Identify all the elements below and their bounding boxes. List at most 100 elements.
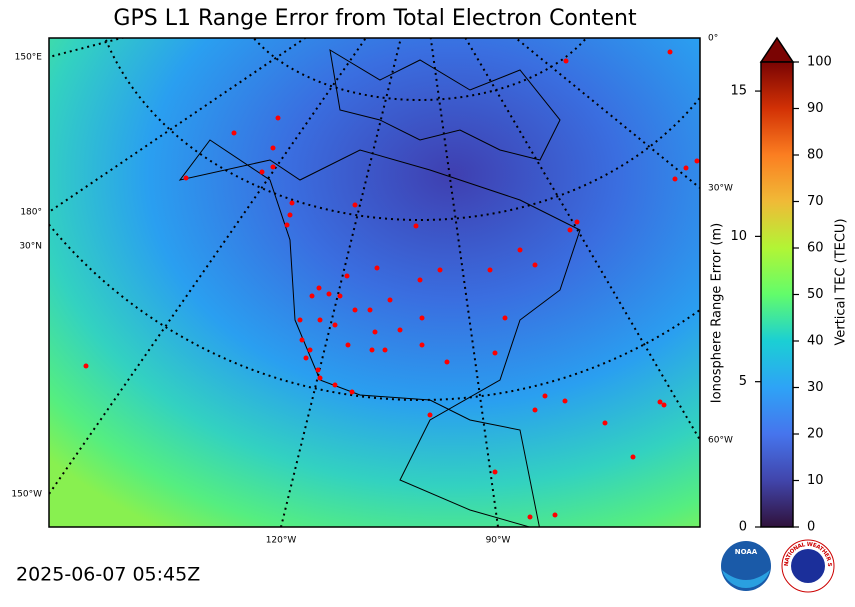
station [602, 420, 608, 426]
graticule-label: 150°E [15, 53, 43, 63]
station [527, 514, 533, 520]
graticule-label: 150°W [11, 490, 42, 500]
noaa-text: NOAA [735, 548, 758, 556]
station [562, 398, 568, 404]
station [309, 293, 315, 299]
station [397, 327, 403, 333]
colorbar-tick-label: 30 [807, 380, 824, 395]
station [630, 454, 636, 460]
map-frame [48, 37, 701, 528]
station [316, 285, 322, 291]
colorbar-tick-label: 90 [807, 101, 824, 116]
station [369, 347, 375, 353]
station [694, 158, 700, 164]
station [417, 277, 423, 283]
station [419, 342, 425, 348]
range-axis-label: Ionosphere Range Error (m) [710, 223, 725, 403]
colorbar-tick-label: 40 [807, 334, 824, 349]
station [542, 393, 548, 399]
station [287, 212, 293, 218]
station [367, 307, 373, 313]
station [661, 402, 667, 408]
graticule [49, 38, 700, 527]
station [344, 273, 350, 279]
graticule-label: 30°W [708, 184, 733, 194]
title: GPS L1 Range Error from Total Electron C… [113, 6, 637, 31]
station [307, 347, 313, 353]
colorbar [760, 61, 794, 528]
station [419, 315, 425, 321]
range-tick-label: 15 [730, 84, 747, 99]
graticule-label: 30°N [19, 242, 42, 252]
station [326, 291, 332, 297]
colorbar-tick-label: 10 [807, 473, 824, 488]
station [382, 347, 388, 353]
station [259, 169, 265, 175]
colorbar-tick-label: 50 [807, 287, 824, 302]
station [289, 200, 295, 206]
station [427, 412, 433, 418]
station [349, 389, 355, 395]
colorbar-tick-label: 20 [807, 427, 824, 442]
range-tick-label: 0 [739, 520, 747, 535]
station [657, 399, 663, 405]
station [444, 359, 450, 365]
station [492, 469, 498, 475]
tec-field [49, 38, 700, 527]
range-tick-label: 5 [739, 374, 747, 389]
colorbar-extend [759, 36, 795, 63]
station [532, 407, 538, 413]
colorbar-tick-label: 0 [807, 520, 815, 535]
station [297, 317, 303, 323]
station [332, 382, 338, 388]
graticule-labels: 150°E 180° 30°N 150°W 120°W 90°W 0° 30°W… [11, 34, 733, 546]
station [270, 145, 276, 151]
colorbar-tick-label: 100 [807, 55, 832, 70]
station [517, 247, 523, 253]
station [387, 297, 393, 303]
stations [83, 49, 700, 520]
coastline [329, 49, 561, 161]
noaa-logo: NOAA [721, 541, 771, 591]
station [552, 512, 558, 518]
station [303, 355, 309, 361]
station [374, 265, 380, 271]
station [487, 267, 493, 273]
station [299, 337, 305, 343]
station [183, 175, 189, 181]
station [315, 367, 321, 373]
colorbar-label: Vertical TEC (TECU) [834, 218, 849, 345]
station [352, 202, 358, 208]
station [413, 223, 419, 229]
station [284, 222, 290, 228]
station [574, 219, 580, 225]
station [332, 322, 338, 328]
station [672, 176, 678, 182]
station [337, 293, 343, 299]
station [683, 165, 689, 171]
station [502, 315, 508, 321]
station [563, 58, 569, 64]
graticule-label: 90°W [486, 536, 511, 546]
colorbar-tick-label: 60 [807, 241, 824, 256]
range-tick-label: 10 [730, 229, 747, 244]
colorbar-tick-label: 80 [807, 148, 824, 163]
graticule-label: 60°W [708, 436, 733, 446]
graticule-label: 120°W [266, 536, 297, 546]
map [49, 38, 700, 527]
station [317, 317, 323, 323]
station [532, 262, 538, 268]
station [270, 164, 276, 170]
graticule-label: 0° [708, 34, 718, 44]
station [567, 227, 573, 233]
station [345, 342, 351, 348]
station [352, 307, 358, 313]
colorbar-tick-label: 70 [807, 194, 824, 209]
graticule-label: 180° [20, 208, 42, 218]
station [317, 375, 323, 381]
station [275, 115, 281, 121]
station [437, 267, 443, 273]
timestamp: 2025-06-07 05:45Z [16, 564, 200, 586]
